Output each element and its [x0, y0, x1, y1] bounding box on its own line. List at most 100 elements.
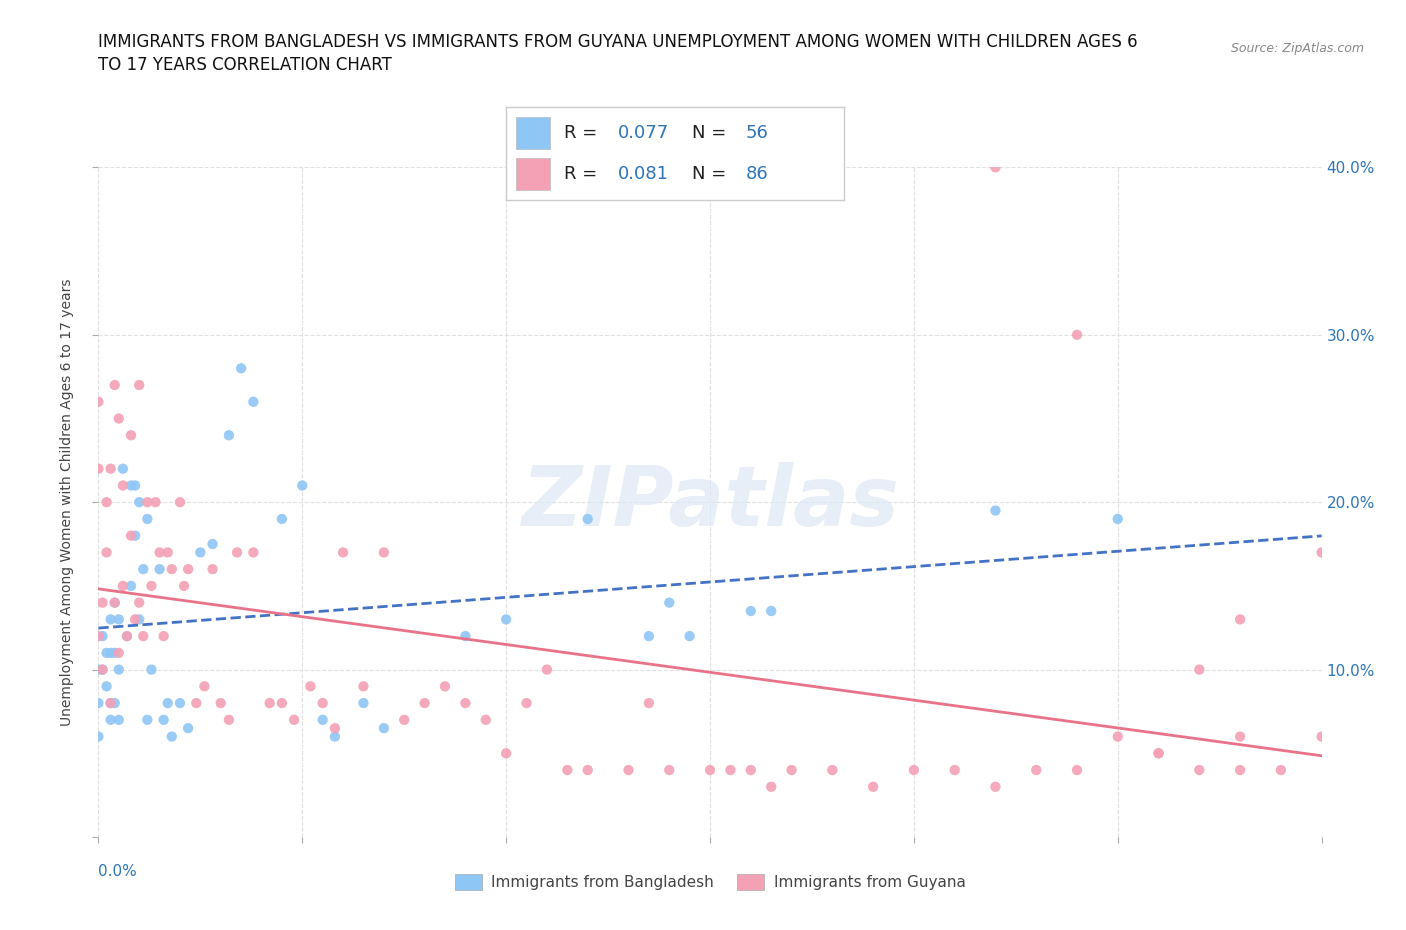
Point — [132, 629, 155, 644]
Point — [1147, 746, 1170, 761]
Point — [862, 779, 884, 794]
Point — [516, 696, 538, 711]
Point — [323, 729, 346, 744]
Point — [943, 763, 966, 777]
Point — [209, 696, 232, 711]
Point — [156, 545, 179, 560]
Point — [87, 394, 110, 409]
Y-axis label: Unemployment Among Women with Children Ages 6 to 17 years: Unemployment Among Women with Children A… — [60, 278, 75, 726]
Point — [1107, 729, 1129, 744]
Point — [108, 662, 131, 677]
Point — [658, 763, 681, 777]
Point — [352, 696, 374, 711]
Point — [124, 528, 146, 543]
Point — [679, 629, 702, 644]
Point — [201, 562, 224, 577]
Point — [160, 562, 183, 577]
Point — [87, 629, 110, 644]
Point — [821, 763, 844, 777]
Text: 0.077: 0.077 — [617, 124, 669, 142]
Text: ZIPatlas: ZIPatlas — [522, 461, 898, 543]
Point — [108, 411, 131, 426]
Point — [259, 696, 281, 711]
Point — [984, 503, 1007, 518]
Point — [160, 729, 183, 744]
Point — [454, 696, 477, 711]
Point — [173, 578, 195, 593]
Point — [780, 763, 803, 777]
Point — [226, 545, 249, 560]
Point — [299, 679, 322, 694]
Point — [1066, 327, 1088, 342]
Point — [242, 545, 264, 560]
Point — [115, 629, 138, 644]
Point — [91, 629, 114, 644]
Point — [91, 662, 114, 677]
Point — [312, 696, 335, 711]
Point — [638, 696, 661, 711]
Point — [120, 578, 142, 593]
Point — [115, 629, 138, 644]
Point — [188, 545, 212, 560]
Point — [761, 604, 783, 618]
Point — [761, 779, 783, 794]
Point — [186, 696, 208, 711]
Point — [87, 461, 110, 476]
Point — [984, 160, 1007, 175]
Text: IMMIGRANTS FROM BANGLADESH VS IMMIGRANTS FROM GUYANA UNEMPLOYMENT AMONG WOMEN WI: IMMIGRANTS FROM BANGLADESH VS IMMIGRANTS… — [98, 33, 1137, 50]
Point — [720, 763, 742, 777]
Point — [96, 645, 118, 660]
Point — [1310, 545, 1333, 560]
Point — [740, 604, 762, 618]
Text: R =: R = — [564, 165, 603, 183]
Point — [104, 645, 127, 660]
Text: 86: 86 — [745, 165, 769, 183]
Point — [91, 662, 114, 677]
Point — [454, 629, 477, 644]
Text: TO 17 YEARS CORRELATION CHART: TO 17 YEARS CORRELATION CHART — [98, 56, 392, 73]
Point — [120, 478, 142, 493]
Point — [108, 612, 131, 627]
Point — [100, 612, 122, 627]
Point — [699, 763, 721, 777]
Point — [177, 562, 200, 577]
Point — [323, 721, 346, 736]
Point — [1188, 662, 1211, 677]
Point — [136, 512, 159, 526]
Point — [145, 495, 167, 510]
Point — [104, 696, 127, 711]
Text: Source: ZipAtlas.com: Source: ZipAtlas.com — [1230, 42, 1364, 55]
Point — [96, 495, 118, 510]
Text: R =: R = — [564, 124, 603, 142]
Point — [128, 595, 150, 610]
Point — [740, 763, 762, 777]
Point — [1270, 763, 1292, 777]
Point — [120, 428, 142, 443]
Point — [100, 712, 122, 727]
Point — [270, 512, 294, 526]
Point — [1229, 729, 1251, 744]
Point — [1229, 763, 1251, 777]
Text: 56: 56 — [745, 124, 769, 142]
Point — [193, 679, 215, 694]
Point — [1147, 746, 1170, 761]
Point — [108, 645, 131, 660]
Point — [434, 679, 457, 694]
Point — [332, 545, 354, 560]
Point — [576, 512, 599, 526]
Point — [312, 712, 335, 727]
Point — [100, 461, 122, 476]
Point — [177, 721, 200, 736]
Text: N =: N = — [692, 165, 731, 183]
Bar — [516, 117, 550, 149]
Point — [128, 378, 150, 392]
Point — [120, 528, 142, 543]
Point — [136, 712, 159, 727]
Point — [617, 763, 640, 777]
Point — [1188, 763, 1211, 777]
Point — [156, 696, 179, 711]
Point — [96, 545, 118, 560]
Text: 0.0%: 0.0% — [98, 864, 138, 879]
Point — [169, 495, 191, 510]
Point — [111, 478, 134, 493]
